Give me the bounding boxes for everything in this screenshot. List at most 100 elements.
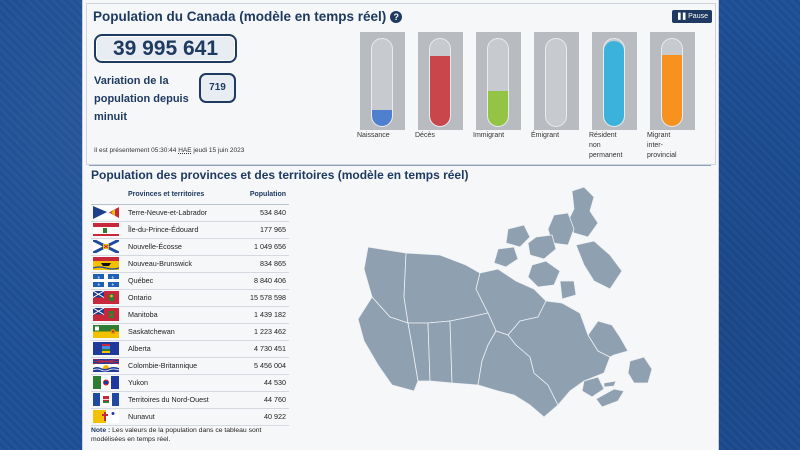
table-row[interactable]: Manitoba 1 439 182 <box>91 306 289 324</box>
flag-cell <box>91 306 128 324</box>
flag-sk-icon <box>93 325 119 338</box>
flag-cell <box>91 357 128 375</box>
main-panel: Population du Canada (modèle en temps ré… <box>82 0 719 450</box>
flag-nt-icon <box>93 393 119 406</box>
flag-cell <box>91 238 128 256</box>
svg-text:⚜: ⚜ <box>97 282 101 287</box>
timestamp: Il est présentement 05:30:44 HAE jeudi 1… <box>94 147 244 154</box>
flag-ns-icon <box>93 240 119 253</box>
table-row[interactable]: Saskatchewan 1 223 462 <box>91 323 289 341</box>
flag-nl-icon <box>93 206 119 219</box>
table-row[interactable]: Ontario 15 578 598 <box>91 289 289 307</box>
canada-map[interactable] <box>348 185 708 445</box>
gauge-tube <box>487 38 509 127</box>
table-note: Note : Les valeurs de la population dans… <box>91 426 291 444</box>
provinces-table-body: Terre-Neuve-et-Labrador 534 840 Île-du-Pri… <box>91 204 289 426</box>
svg-text:⚜: ⚜ <box>111 275 115 280</box>
name-column-header: Provinces et territoires <box>128 186 237 205</box>
province-population: 1 049 656 <box>236 238 289 256</box>
table-row[interactable]: Nunavut 40 922 <box>91 408 289 426</box>
table-row[interactable]: Territoires du Nord-Ouest 44 760 <box>91 391 289 409</box>
gauge-label: Immigrant <box>473 132 505 139</box>
flag-cell <box>91 289 128 307</box>
province-name: Manitoba <box>128 306 237 324</box>
flag-qc-icon: ⚜ ⚜ ⚜ ⚜ <box>93 274 119 287</box>
flag-cell <box>91 323 128 341</box>
province-population: 4 730 451 <box>236 340 289 358</box>
table-row[interactable]: Nouvelle-Écosse 1 049 656 <box>91 238 289 256</box>
gauge-label: Résident non permanent <box>589 132 623 159</box>
province-name: Ontario <box>128 289 237 307</box>
timestamp-date: jeudi 15 juin 2023 <box>193 147 245 154</box>
gauge <box>476 32 521 130</box>
gauge-tube <box>545 38 567 127</box>
flag-ab-icon <box>93 342 119 355</box>
table-row[interactable]: Yukon 44 530 <box>91 374 289 392</box>
table-row[interactable]: Alberta 4 730 451 <box>91 340 289 358</box>
svg-text:⚜: ⚜ <box>97 275 101 280</box>
table-row[interactable]: Colombie-Britannique 5 456 004 <box>91 357 289 375</box>
help-icon[interactable]: ? <box>390 11 403 23</box>
gauge-fill <box>662 54 682 126</box>
province-population: 5 456 004 <box>236 357 289 375</box>
gauge-label: Migrant inter-provincial <box>647 132 677 159</box>
provinces-title: Population des provinces et des territoi… <box>91 168 469 182</box>
flag-bc-icon <box>93 359 119 372</box>
province-population: 15 578 598 <box>236 289 289 307</box>
province-population: 44 530 <box>236 374 289 392</box>
table-header-row: Provinces et territoires Population <box>91 186 289 205</box>
table-row[interactable]: Île-du-Prince-Édouard 177 965 <box>91 221 289 239</box>
flag-cell: ⚜ ⚜ ⚜ ⚜ <box>91 272 128 290</box>
gauge <box>534 32 579 130</box>
flag-cell <box>91 204 128 222</box>
page-title: Population du Canada (modèle en temps ré… <box>93 9 403 24</box>
flag-yt-icon <box>93 376 119 389</box>
province-name: Nunavut <box>128 408 237 426</box>
gauge-fill <box>488 91 508 126</box>
gauge-fill <box>604 40 624 126</box>
provinces-table: Provinces et territoires Population Terr… <box>91 186 289 426</box>
province-name: Alberta <box>128 340 237 358</box>
gauge-tube <box>661 38 683 127</box>
pause-button[interactable]: ❚❚ Pause <box>672 10 712 23</box>
flag-cell <box>91 391 128 409</box>
canada-map-icon <box>357 186 653 418</box>
population-counter: 39 995 641 <box>94 34 237 63</box>
flag-on-icon <box>93 291 119 304</box>
province-population: 177 965 <box>236 221 289 239</box>
timestamp-prefix: Il est présentement 05:30:44 <box>94 147 177 154</box>
gauge-label: Décès <box>415 132 435 139</box>
table-row[interactable]: Terre-Neuve-et-Labrador 534 840 <box>91 204 289 222</box>
flag-cell <box>91 221 128 239</box>
province-name: Colombie-Britannique <box>128 357 237 375</box>
province-population: 8 840 406 <box>236 272 289 290</box>
province-name: Nouveau-Brunswick <box>128 255 237 273</box>
province-population: 834 865 <box>236 255 289 273</box>
flag-cell <box>91 408 128 426</box>
page-title-text: Population du Canada (modèle en temps ré… <box>93 9 387 24</box>
province-name: Yukon <box>128 374 237 392</box>
table-row[interactable]: Nouveau-Brunswick 834 865 <box>91 255 289 273</box>
province-name: Saskatchewan <box>128 323 237 341</box>
province-name: Territoires du Nord-Ouest <box>128 391 237 409</box>
variation-counter: 719 <box>199 73 236 103</box>
flag-mb-icon <box>93 308 119 321</box>
flag-nu-icon <box>93 410 119 423</box>
population-column-header: Population <box>236 186 289 205</box>
national-section: Population du Canada (modèle en temps ré… <box>86 3 716 165</box>
gauge-label: Émigrant <box>531 132 560 139</box>
timezone-abbr[interactable]: HAE <box>178 147 192 154</box>
table-row[interactable]: ⚜ ⚜ ⚜ ⚜ Québec 8 840 406 <box>91 272 289 290</box>
gauge <box>650 32 695 130</box>
province-population: 1 439 182 <box>236 306 289 324</box>
flag-cell <box>91 340 128 358</box>
province-population: 44 760 <box>236 391 289 409</box>
flag-pe-icon <box>93 223 119 236</box>
gauge-tube <box>429 38 451 127</box>
province-name: Terre-Neuve-et-Labrador <box>128 204 237 222</box>
gauge-tube <box>371 38 393 127</box>
province-name: Nouvelle-Écosse <box>128 238 237 256</box>
pause-icon: ❚❚ <box>676 13 687 20</box>
gauge-fill <box>372 110 392 126</box>
gauge <box>360 32 405 130</box>
